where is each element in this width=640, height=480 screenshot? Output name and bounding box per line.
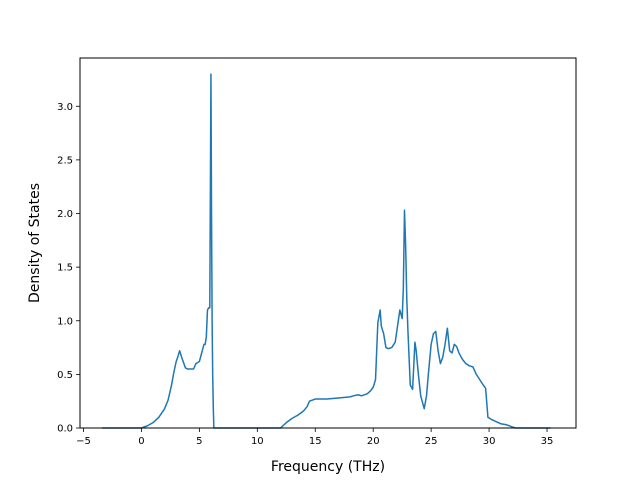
x-tick-label: 5 xyxy=(196,436,202,447)
x-tick-label: 0 xyxy=(138,436,144,447)
x-tick-label: 20 xyxy=(367,436,380,447)
y-tick-label: 3.0 xyxy=(57,102,73,113)
dos-series-line xyxy=(102,73,551,429)
y-tick-label: 1.5 xyxy=(57,263,73,274)
y-tick-label: 1.0 xyxy=(57,316,73,327)
x-tick-label: 15 xyxy=(309,436,322,447)
y-tick-label: 0.5 xyxy=(57,370,73,381)
x-tick-label: 25 xyxy=(425,436,438,447)
y-tick-label: 2.5 xyxy=(57,155,73,166)
axes-frame xyxy=(79,57,577,429)
x-tick-label: 35 xyxy=(541,436,554,447)
x-tick-label: 30 xyxy=(483,436,496,447)
y-tick-label: 0.0 xyxy=(57,424,73,435)
plot-layer xyxy=(102,73,551,429)
x-tick-label: 10 xyxy=(251,436,264,447)
y-axis-title: Density of States xyxy=(27,183,43,303)
ticks-layer: −5 0 5 10 15 20 25 30 35 0.0 0.5 1.0 1.5 2.0 2.5 3.0 xyxy=(57,102,553,447)
x-axis-title: Frequency (THz) xyxy=(271,459,385,475)
x-tick-label: −5 xyxy=(76,436,91,447)
y-tick-label: 2.0 xyxy=(57,209,73,220)
